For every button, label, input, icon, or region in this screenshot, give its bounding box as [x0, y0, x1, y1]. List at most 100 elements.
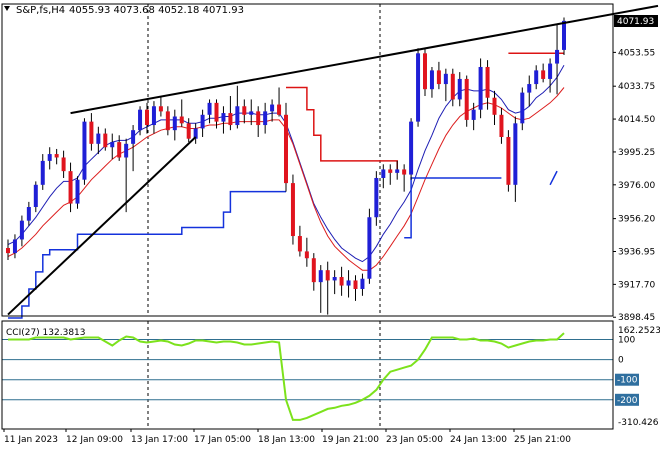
candle	[374, 171, 379, 226]
candle	[513, 116, 518, 202]
candle	[284, 102, 288, 192]
candle-body	[263, 111, 268, 126]
candle-body	[471, 109, 476, 120]
candle-body	[228, 113, 233, 126]
trendline[interactable]	[7, 136, 197, 316]
candle	[221, 106, 226, 134]
trendline[interactable]	[70, 23, 558, 115]
y-tick-label: 3995.25	[618, 148, 655, 158]
candle	[235, 85, 240, 129]
y-tick-label: 3936.95	[618, 247, 655, 257]
candle-body	[68, 171, 73, 204]
candle-body	[353, 280, 358, 289]
cci-title: CCI(27) 132.3813	[6, 328, 86, 338]
candle	[207, 99, 212, 124]
candle-body	[450, 73, 455, 100]
candle	[492, 90, 497, 126]
candle	[263, 102, 268, 134]
candle	[54, 148, 59, 165]
candle-body	[145, 109, 149, 126]
candle-body	[151, 106, 156, 126]
candle-body	[513, 123, 518, 185]
cci-line	[8, 332, 565, 421]
candle-body	[374, 177, 379, 218]
candle	[485, 60, 490, 110]
cci-top-label: 162.2523	[618, 326, 660, 336]
axes-labels: 4071.93 4053.55 4033.75 4014.50 3995.25 3976.…	[3, 15, 660, 445]
candle	[186, 118, 191, 143]
candle-body	[436, 70, 441, 85]
x-tick-label: 12 Jan 09:00	[66, 435, 123, 445]
candle	[506, 130, 511, 192]
candle	[541, 63, 546, 83]
candle-body	[270, 104, 275, 112]
candle	[61, 150, 66, 178]
candle-body	[318, 270, 323, 283]
candle-body	[520, 92, 525, 124]
candle	[367, 208, 372, 284]
candle	[395, 160, 400, 180]
candle	[443, 68, 448, 102]
y-tick-label: 3917.70	[618, 280, 655, 290]
candle	[19, 215, 24, 247]
candle	[68, 162, 73, 213]
candle	[499, 107, 504, 144]
candle	[304, 237, 309, 267]
candle	[277, 87, 282, 117]
candle	[534, 65, 539, 90]
candle-body	[242, 106, 247, 115]
y-tick-label: 4053.55	[618, 48, 655, 58]
trendline[interactable]	[556, 4, 659, 26]
candle	[457, 72, 462, 107]
candle	[402, 164, 407, 192]
x-tick-label: 25 Jan 21:00	[514, 435, 571, 445]
candle-body	[82, 121, 87, 180]
y-tick-label: 3976.00	[618, 181, 655, 191]
candle	[270, 99, 275, 122]
price-pane	[6, 4, 659, 429]
candle	[297, 225, 302, 257]
candle-body	[429, 70, 434, 90]
cci-bottom-label: -310.426	[618, 418, 659, 428]
cci-level-label: -200	[617, 396, 638, 406]
candle-body	[360, 278, 365, 289]
candle-body	[19, 220, 24, 240]
candle-body	[534, 70, 539, 85]
candle	[520, 87, 525, 131]
support-step-line	[404, 177, 502, 239]
candle	[242, 99, 247, 124]
cci-level-tag	[615, 393, 639, 406]
candle-body	[297, 236, 302, 252]
candle-body	[110, 142, 115, 148]
candle-body	[284, 114, 288, 184]
candle	[436, 61, 441, 90]
candle	[6, 239, 10, 260]
candle	[138, 106, 143, 136]
candle	[145, 102, 149, 134]
collapse-triangle-icon[interactable]	[4, 6, 10, 11]
candle-body	[221, 113, 226, 122]
candle-body	[367, 217, 372, 279]
candle-body	[457, 78, 462, 100]
candle	[360, 273, 365, 296]
candle-body	[96, 133, 101, 144]
chart-symbol: S&P,fs,H4	[16, 5, 65, 16]
candle	[325, 261, 330, 315]
candle-body	[290, 183, 295, 237]
cci-level-label: 0	[618, 356, 624, 366]
candle-body	[158, 106, 163, 112]
candle-body	[61, 157, 66, 172]
candle	[165, 106, 170, 136]
candle	[40, 154, 45, 190]
candle	[158, 96, 163, 117]
candle	[555, 24, 560, 95]
candle	[527, 75, 532, 107]
candle-body	[47, 154, 52, 161]
candle-body	[555, 49, 560, 64]
candle	[12, 234, 17, 259]
y-tick-label: 3898.45	[618, 313, 655, 323]
candle	[450, 68, 455, 107]
candle	[249, 99, 254, 126]
candle-body	[138, 109, 143, 131]
